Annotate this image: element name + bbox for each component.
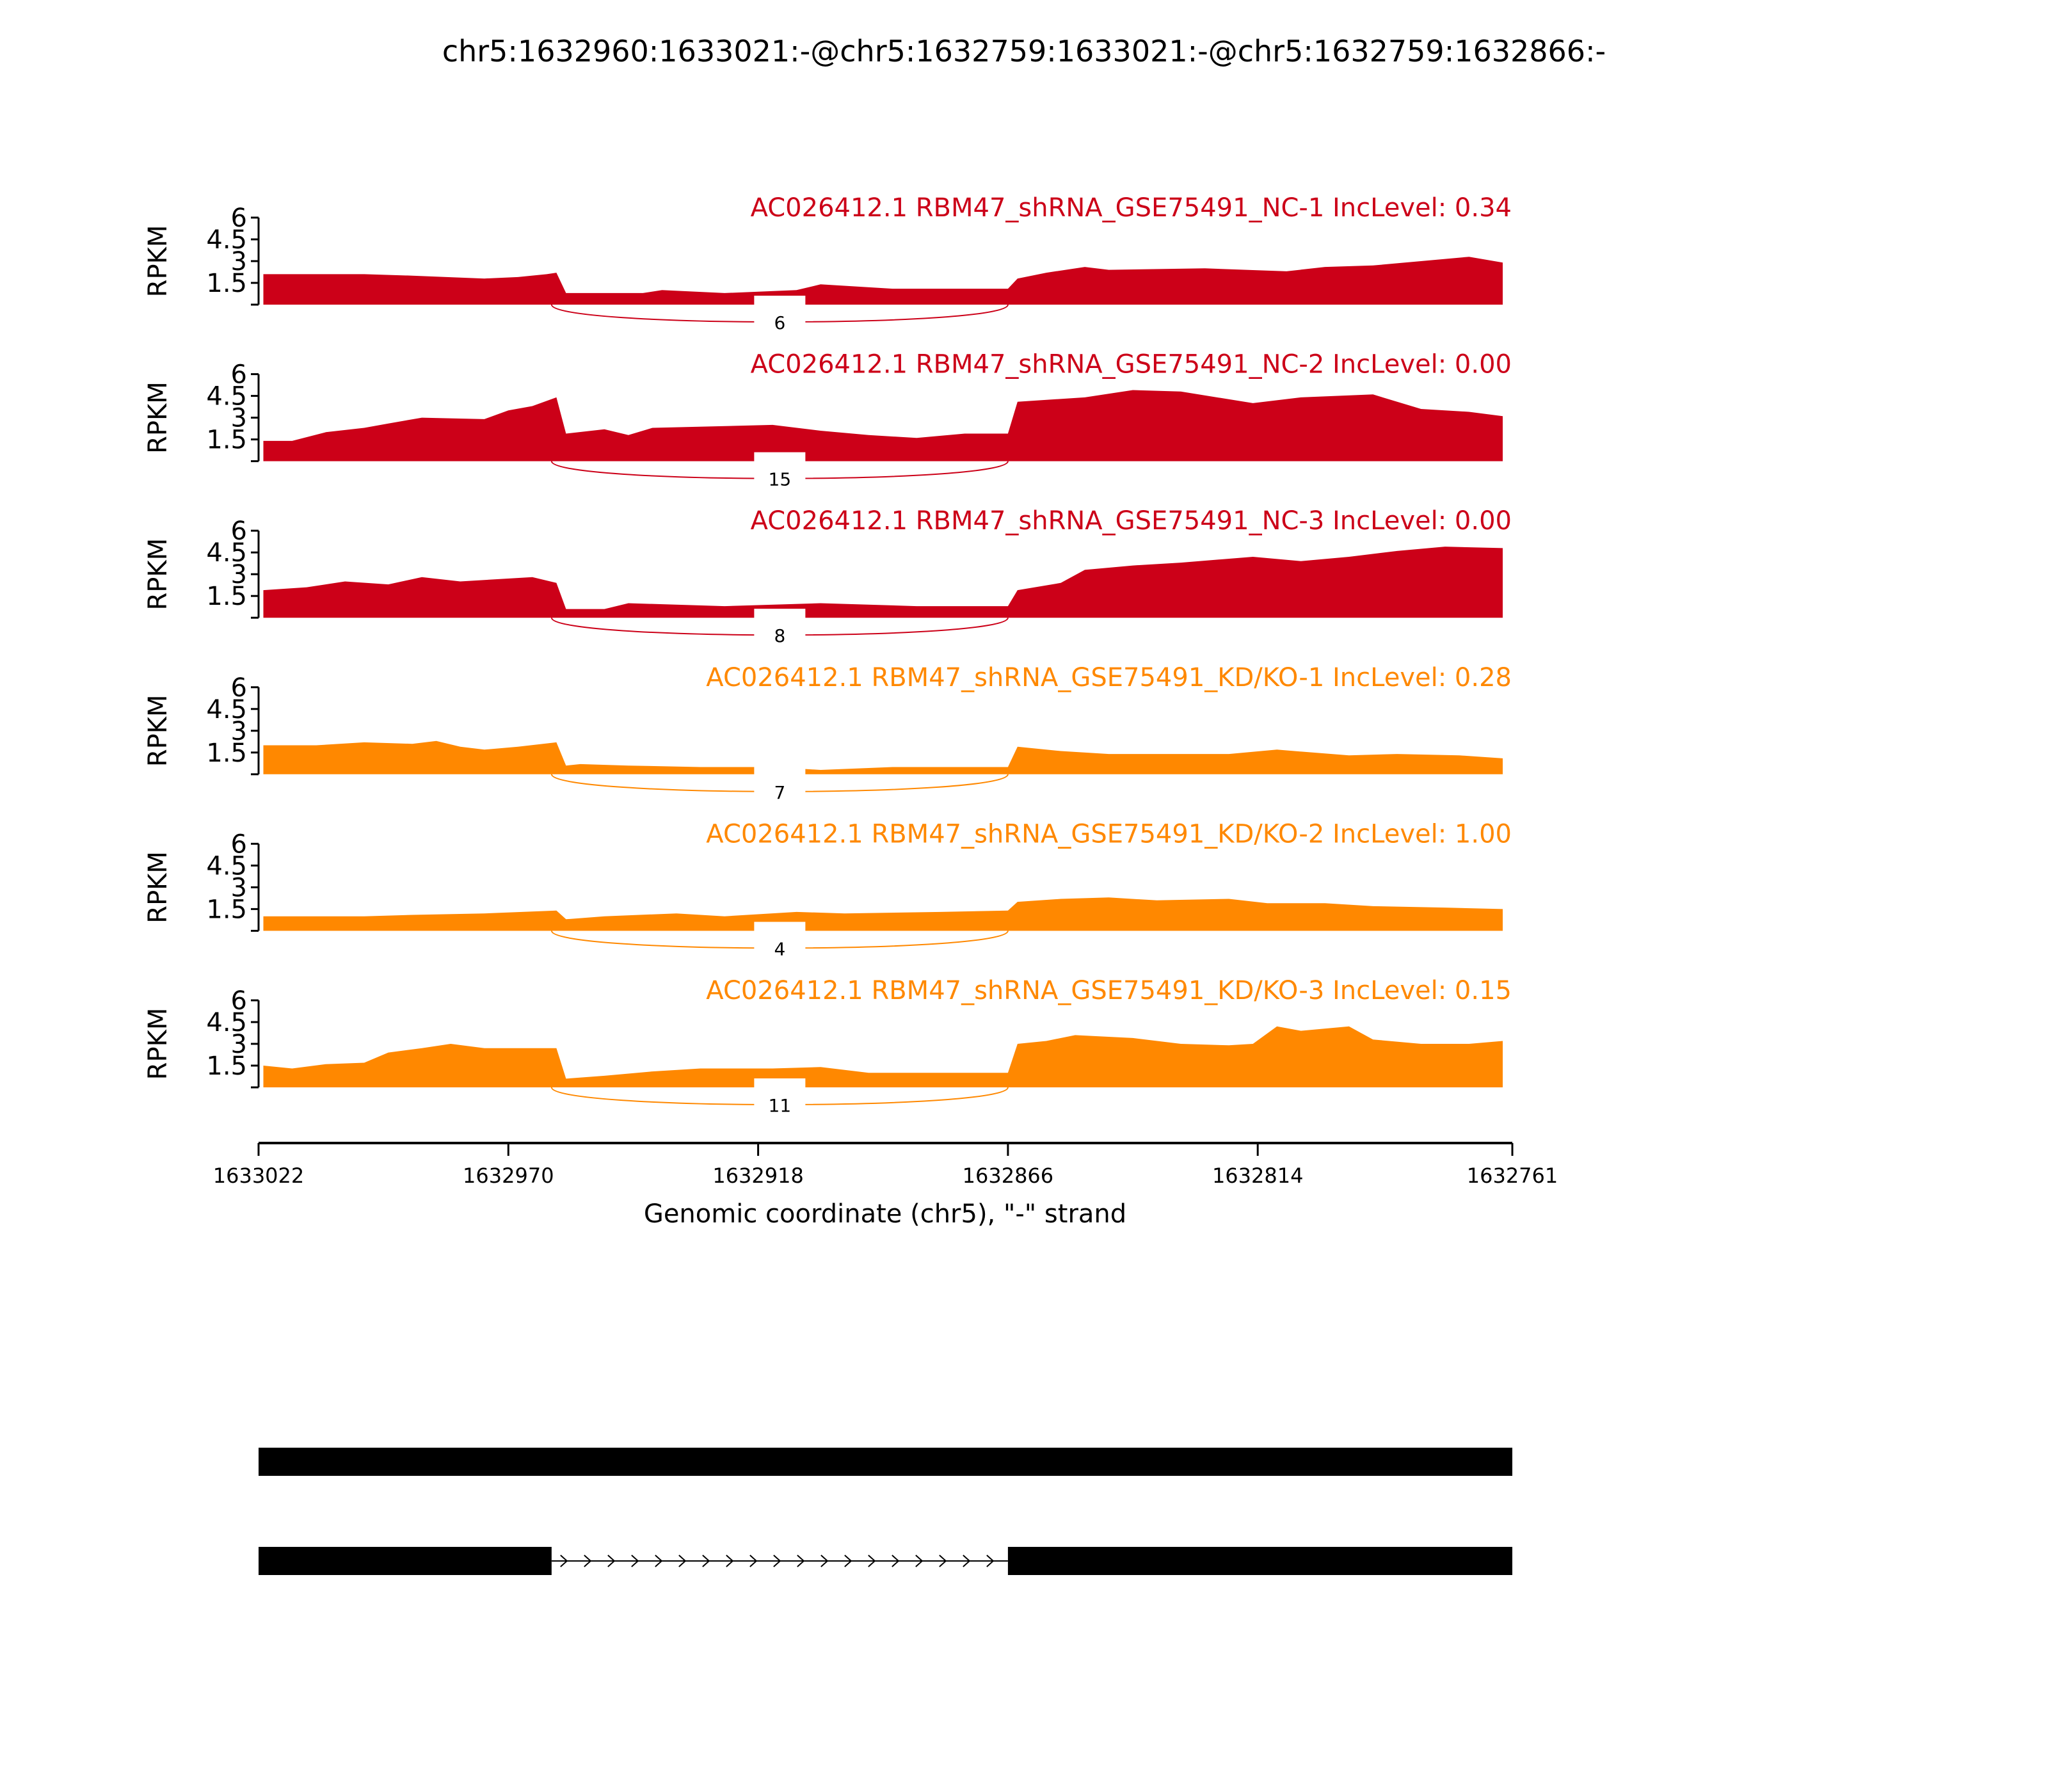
gene-model-1	[259, 1448, 1512, 1476]
exon	[1007, 1547, 1512, 1575]
strand-arrow-icon	[726, 1555, 734, 1567]
y-tick-label: 3	[231, 247, 247, 276]
track-title: AC026412.1 RBM47_shRNA_GSE75491_NC-1 Inc…	[751, 193, 1512, 223]
strand-arrow-icon	[702, 1555, 710, 1567]
y-tick-label: 6	[231, 516, 247, 546]
coverage-area	[263, 897, 1503, 931]
strand-arrow-icon	[915, 1555, 924, 1567]
junction-label-box	[754, 1078, 806, 1107]
track-2: 1.534.56 RPKM AC026412.1 RBM47_shRNA_GSE75…	[143, 350, 1512, 490]
track-title: AC026412.1 RBM47_shRNA_GSE75491_NC-3 Inc…	[751, 506, 1512, 536]
strand-arrow-icon	[749, 1555, 758, 1567]
strand-arrow-icon	[986, 1555, 995, 1567]
gene-models	[259, 1448, 1512, 1575]
track-5: 1.534.56 RPKM AC026412.1 RBM47_shRNA_GSE75…	[143, 819, 1512, 959]
strand-arrow-icon	[584, 1555, 592, 1567]
y-axis-label: RPKM	[143, 1008, 173, 1080]
junction-label-box	[754, 609, 806, 637]
x-tick-label: 1632970	[463, 1164, 554, 1188]
y-tick-label: 6	[231, 204, 247, 233]
x-tick-label: 1632866	[963, 1164, 1054, 1188]
strand-arrow-icon	[939, 1555, 947, 1567]
junction-count: 8	[774, 625, 785, 646]
y-tick-label: 1.5	[206, 269, 247, 298]
y-tick-label: 4.5	[206, 851, 247, 881]
x-axis: 1633022 1632970 1632918 1632866 1632814 16327…	[213, 1142, 1558, 1188]
strand-arrow-icon	[963, 1555, 971, 1567]
y-tick-label: 3	[231, 1030, 247, 1059]
gene-model-2	[259, 1547, 1512, 1575]
track-3: 1.534.56 RPKM AC026412.1 RBM47_shRNA_GSE75…	[143, 506, 1512, 646]
y-tick-label: 3	[231, 404, 247, 433]
y-tick-label: 1.5	[206, 426, 247, 455]
strand-arrow-icon	[631, 1555, 639, 1567]
y-tick-label: 4.5	[206, 695, 247, 724]
exon	[259, 1448, 1512, 1476]
y-tick-label: 1.5	[206, 895, 247, 924]
x-tick-label: 1632918	[712, 1164, 804, 1188]
track-4: 1.534.56 RPKM AC026412.1 RBM47_shRNA_GSE75…	[143, 663, 1512, 803]
y-tick-label: 4.5	[206, 538, 247, 568]
junction-label-box	[754, 922, 806, 950]
junction-count: 11	[769, 1095, 792, 1116]
track-title: AC026412.1 RBM47_shRNA_GSE75491_KD/KO-1 …	[706, 663, 1512, 692]
y-tick-label: 3	[231, 717, 247, 746]
y-tick-label: 6	[231, 829, 247, 859]
y-tick-label: 6	[231, 986, 247, 1016]
junction-label-box	[754, 765, 806, 794]
junction-count: 7	[774, 782, 785, 803]
y-tick-label: 3	[231, 560, 247, 589]
y-axis-label: RPKM	[143, 538, 173, 611]
junction-label-box	[754, 296, 806, 324]
junction-count: 4	[774, 938, 785, 959]
strand-arrow-icon	[868, 1555, 876, 1567]
y-axis-label: RPKM	[143, 381, 173, 454]
y-axis-label: RPKM	[143, 694, 173, 767]
y-tick-label: 3	[231, 873, 247, 902]
chart-title: chr5:1632960:1633021:-@chr5:1632759:1633…	[442, 34, 1606, 68]
strand-arrow-icon	[655, 1555, 663, 1567]
track-6: 1.534.56 RPKM AC026412.1 RBM47_shRNA_GSE75…	[143, 976, 1512, 1116]
junction-count: 15	[769, 469, 792, 490]
strand-arrow-icon	[892, 1555, 900, 1567]
y-tick-label: 1.5	[206, 739, 247, 768]
y-axis-label: RPKM	[143, 225, 173, 298]
x-tick-label: 1633022	[213, 1164, 305, 1188]
strand-arrow-icon	[797, 1555, 805, 1567]
y-tick-label: 6	[231, 360, 247, 390]
strand-arrow-icon	[560, 1555, 568, 1567]
coverage-area	[263, 740, 1503, 774]
track-title: AC026412.1 RBM47_shRNA_GSE75491_NC-2 Inc…	[751, 350, 1512, 380]
strand-arrow-icon	[844, 1555, 852, 1567]
y-tick-label: 6	[231, 673, 247, 703]
junction-count: 6	[774, 312, 785, 333]
strand-arrow-icon	[678, 1555, 687, 1567]
y-tick-label: 4.5	[206, 1008, 247, 1037]
y-tick-label: 1.5	[206, 1052, 247, 1081]
coverage-area	[263, 390, 1503, 461]
strand-arrow-icon	[607, 1555, 616, 1567]
y-tick-label: 1.5	[206, 582, 247, 611]
strand-arrow-icon	[820, 1555, 829, 1567]
x-tick-label: 1632761	[1467, 1164, 1558, 1188]
x-axis-label: Genomic coordinate (chr5), "-" strand	[644, 1199, 1126, 1229]
strand-arrow-icon	[773, 1555, 781, 1567]
coverage-area	[263, 257, 1503, 305]
coverage-area	[263, 547, 1503, 618]
exon	[259, 1547, 552, 1575]
y-tick-label: 4.5	[206, 225, 247, 255]
y-axis-label: RPKM	[143, 851, 173, 924]
track-title: AC026412.1 RBM47_shRNA_GSE75491_KD/KO-3 …	[706, 976, 1512, 1005]
coverage-area	[263, 1026, 1503, 1087]
track-title: AC026412.1 RBM47_shRNA_GSE75491_KD/KO-2 …	[706, 819, 1512, 849]
x-tick-label: 1632814	[1212, 1164, 1304, 1188]
y-tick-label: 4.5	[206, 382, 247, 412]
junction-label-box	[754, 452, 806, 481]
